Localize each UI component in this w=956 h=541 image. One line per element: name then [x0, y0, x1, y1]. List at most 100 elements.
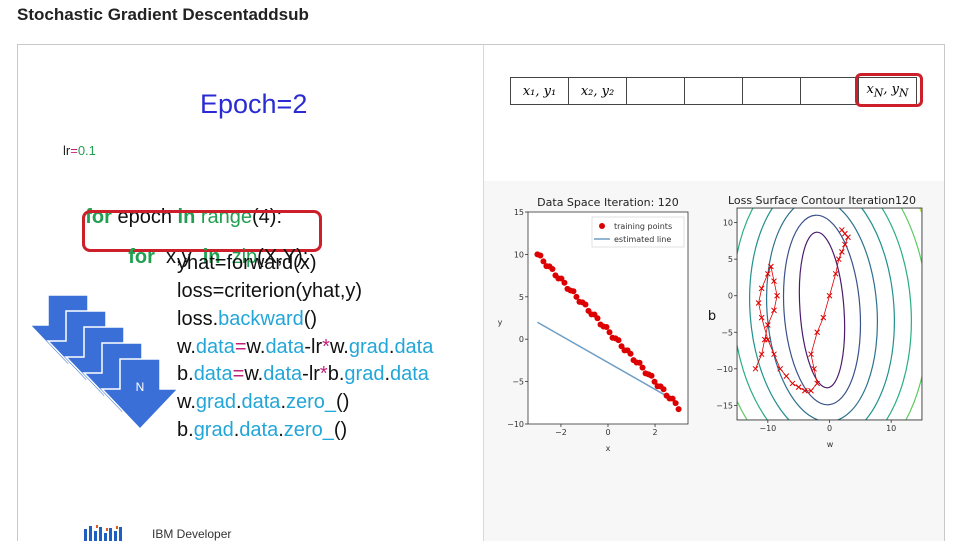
- training-point: [651, 378, 658, 385]
- lr-line: lr=0.1: [63, 143, 96, 158]
- descent-point: [771, 351, 777, 358]
- y-tick-label: 10: [514, 250, 524, 259]
- w-tick-label: 0: [827, 424, 832, 433]
- descent-point: [832, 270, 839, 277]
- code-line-2: for x,y in zip(X,Y):: [128, 246, 309, 268]
- training-point: [672, 400, 679, 407]
- slide-divider: [483, 45, 484, 541]
- descent-point: [774, 292, 780, 299]
- descent-point: [814, 329, 821, 336]
- y-tick-label: 15: [514, 208, 524, 217]
- b-axis-label: b: [708, 309, 716, 324]
- descent-point: [801, 387, 808, 394]
- loss-contour-plot: Loss Surface Contour Iteration120 Loss S…: [702, 185, 942, 465]
- training-point: [549, 265, 556, 272]
- training-point: [573, 293, 580, 300]
- descent-point: [783, 373, 790, 379]
- training-point: [558, 275, 565, 282]
- descent-point: [838, 249, 845, 255]
- descent-point: [758, 351, 765, 358]
- training-point: [660, 386, 667, 393]
- training-point: [627, 350, 634, 357]
- table-cell: xN, yN: [858, 77, 917, 105]
- w-tick-label: −10: [759, 424, 776, 433]
- descent-point: [768, 263, 774, 270]
- data-space-plot: Data Space Iteration: 120 −2 0 2 15 10 5 0 −5 −1…: [498, 196, 689, 453]
- descent-point: [758, 314, 765, 321]
- x-tick-label: −2: [555, 428, 567, 437]
- descent-point: [814, 380, 821, 387]
- w-axis-label: w: [827, 440, 834, 449]
- descent-point: [811, 365, 817, 372]
- training-point: [615, 337, 622, 344]
- dataset-table: x₁, y₁ x₂, y₂ xN, yN: [510, 77, 917, 105]
- loss-contour-title-overlay: Loss Surface Contour Iteration120: [728, 194, 916, 207]
- descent-point: [808, 351, 814, 358]
- b-tick-label: 0: [728, 292, 733, 301]
- training-point: [537, 252, 544, 259]
- descent-point: [771, 278, 777, 284]
- descent-point: [842, 241, 848, 248]
- code-line-4: loss=criterion(yhat,y): [177, 280, 363, 302]
- code-line-7: b.data=w.data-lr*b.grad.data: [177, 363, 429, 385]
- b-tick-label: 5: [728, 255, 733, 264]
- last-sample-highlight: [855, 73, 923, 107]
- b-tick-label: 10: [723, 219, 733, 228]
- epoch-label: Epoch=2: [200, 89, 308, 119]
- y-axis-label: y: [498, 318, 503, 327]
- descent-point: [795, 384, 802, 390]
- descent-point: [777, 365, 784, 372]
- estimated-line: [537, 321, 679, 404]
- ibm-logo-icon: [84, 525, 122, 541]
- w-tick-label: 10: [886, 424, 896, 433]
- stacked-arrows-icon: N: [30, 295, 180, 431]
- data-space-title: Data Space Iteration: 120: [537, 196, 679, 209]
- training-point: [669, 395, 676, 402]
- y-tick-label: −10: [507, 420, 524, 429]
- descent-point: [771, 307, 777, 314]
- descent-point: [764, 322, 771, 328]
- stack-label: N: [136, 380, 145, 394]
- table-cell: [626, 77, 685, 105]
- brand-label: IBM Developer: [152, 527, 232, 541]
- training-point: [639, 364, 646, 371]
- training-point: [540, 258, 547, 265]
- b-tick-label: −10: [716, 365, 733, 374]
- table-cell: x₁, y₁: [510, 77, 569, 105]
- legend: training points estimated line: [591, 216, 685, 248]
- training-point: [582, 301, 589, 308]
- legend-label-training: training points: [614, 222, 672, 231]
- descent-point: [755, 300, 762, 306]
- training-point: [603, 324, 610, 331]
- x-tick-label: 2: [653, 428, 658, 437]
- table-row: x₁, y₁ x₂, y₂ xN, yN: [510, 77, 917, 105]
- descent-point: [789, 380, 796, 387]
- legend-label-estimated: estimated line: [614, 235, 671, 244]
- x-tick-label: 0: [605, 428, 610, 437]
- descent-point: [758, 285, 765, 292]
- table-cell: x₂, y₂: [568, 77, 627, 105]
- training-point: [606, 329, 613, 336]
- descent-point: [826, 292, 833, 299]
- training-point: [594, 315, 601, 322]
- y-tick-label: −5: [512, 378, 524, 387]
- descent-point: [820, 314, 827, 321]
- descent-point: [752, 365, 759, 372]
- b-tick-label: −15: [716, 401, 733, 410]
- page-title: Stochastic Gradient Descentaddsub: [17, 5, 309, 24]
- training-point: [648, 372, 655, 379]
- descent-point: [835, 256, 842, 263]
- training-point: [561, 279, 568, 286]
- training-point: [636, 359, 643, 366]
- code-line-8: w.grad.data.zero_(): [177, 391, 350, 413]
- b-tick-label: −5: [721, 328, 733, 337]
- training-point: [570, 288, 577, 295]
- code-line-9: b.grad.data.zero_(): [177, 419, 348, 441]
- descent-point: [808, 387, 814, 394]
- table-cell: [684, 77, 743, 105]
- x-axis-label: x: [606, 444, 611, 453]
- y-tick-label: 0: [519, 335, 524, 344]
- loop-highlight-box: [82, 210, 322, 252]
- table-cell: [800, 77, 859, 105]
- code-line-5: loss.backward(): [177, 308, 318, 330]
